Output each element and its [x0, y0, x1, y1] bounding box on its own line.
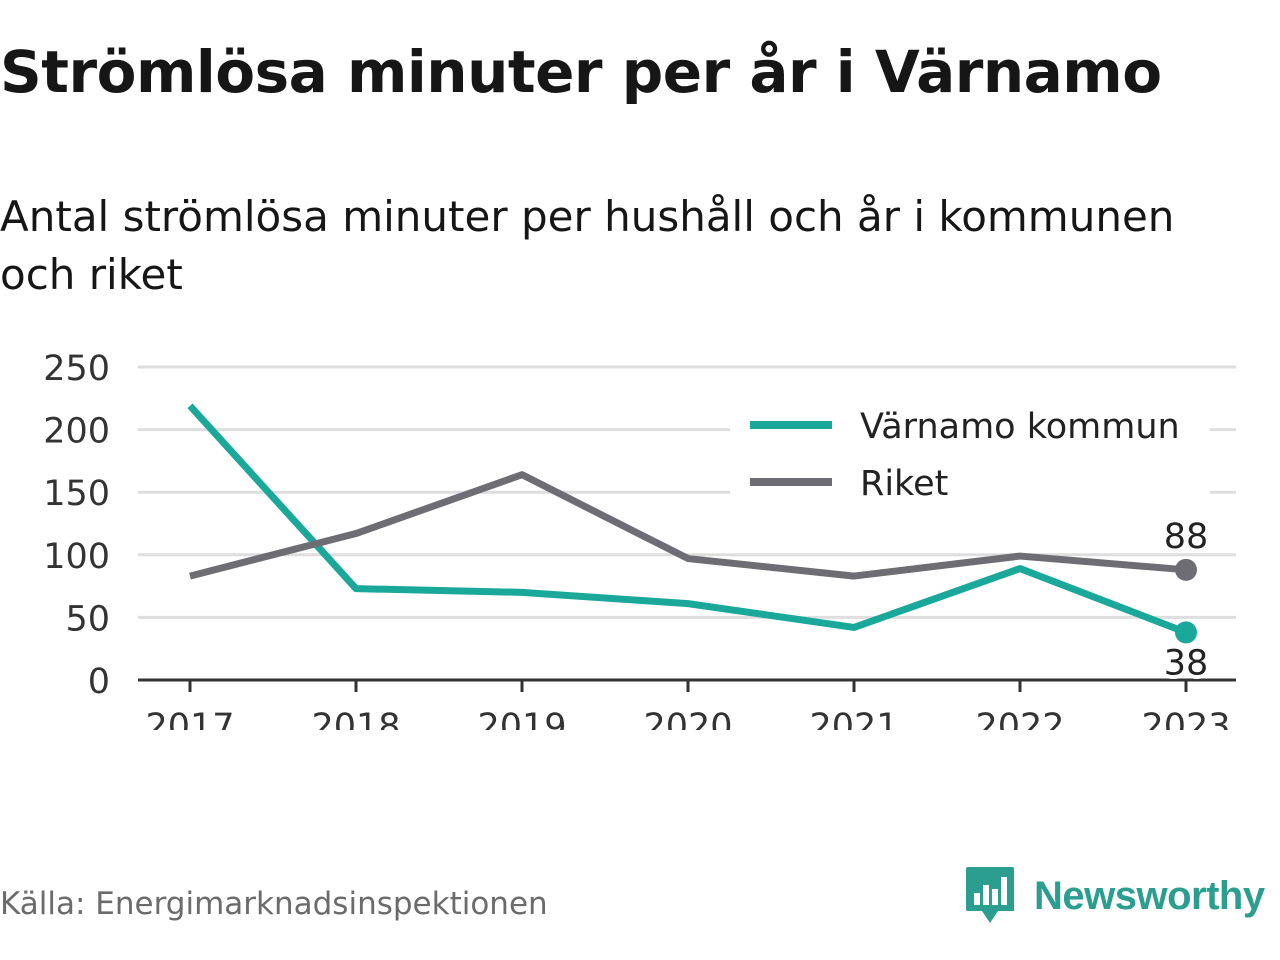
y-tick-label: 50 — [65, 599, 110, 639]
chart-subtitle: Antal strömlösa minuter per hushåll och … — [0, 192, 1175, 299]
legend: Värnamo kommun Riket — [730, 388, 1210, 518]
line-chart: 0 50 100 150 200 250 2017 2018 2019 2020 2021 2022… — [43, 349, 1236, 730]
x-tick-label: 2020 — [643, 707, 732, 730]
y-axis: 0 50 100 150 200 250 — [43, 349, 110, 702]
x-tick-label: 2022 — [975, 707, 1064, 730]
x-tick-label: 2018 — [311, 707, 400, 730]
x-axis: 2017 2018 2019 2020 2021 2022 2023 — [138, 678, 1236, 730]
end-labels: 38 88 — [1160, 513, 1213, 688]
x-tick-label: 2023 — [1141, 707, 1230, 730]
newsworthy-logo-icon — [966, 867, 1014, 923]
series-end-point-2 — [1175, 558, 1197, 581]
data-label-2: 88 — [1164, 517, 1209, 557]
source-note: Källa: Energimarknadsinspektionen — [0, 886, 548, 922]
legend-label: Riket — [860, 464, 948, 504]
series-line-2 — [189, 471, 1187, 580]
series-lines — [187, 403, 1197, 644]
newsworthy-logo: Newsworthy — [964, 864, 1265, 928]
legend-background — [730, 388, 1210, 518]
chart-title: Strömlösa minuter per år i Värnamo — [0, 38, 1162, 106]
series-line-1 — [187, 403, 1188, 636]
data-label-1: 38 — [1164, 643, 1209, 683]
series-end-point-1 — [1175, 621, 1197, 644]
x-tick-label: 2021 — [809, 707, 898, 730]
brand-name: Newsworthy — [1034, 873, 1265, 918]
x-tick-label: 2017 — [145, 707, 234, 730]
legend-label: Värnamo kommun — [860, 407, 1180, 447]
y-tick-label: 0 — [88, 662, 110, 702]
y-tick-label: 100 — [43, 537, 110, 577]
y-tick-label: 200 — [43, 412, 110, 452]
y-tick-label: 150 — [43, 474, 110, 514]
y-tick-label: 250 — [43, 349, 110, 389]
x-tick-label: 2019 — [477, 707, 566, 730]
